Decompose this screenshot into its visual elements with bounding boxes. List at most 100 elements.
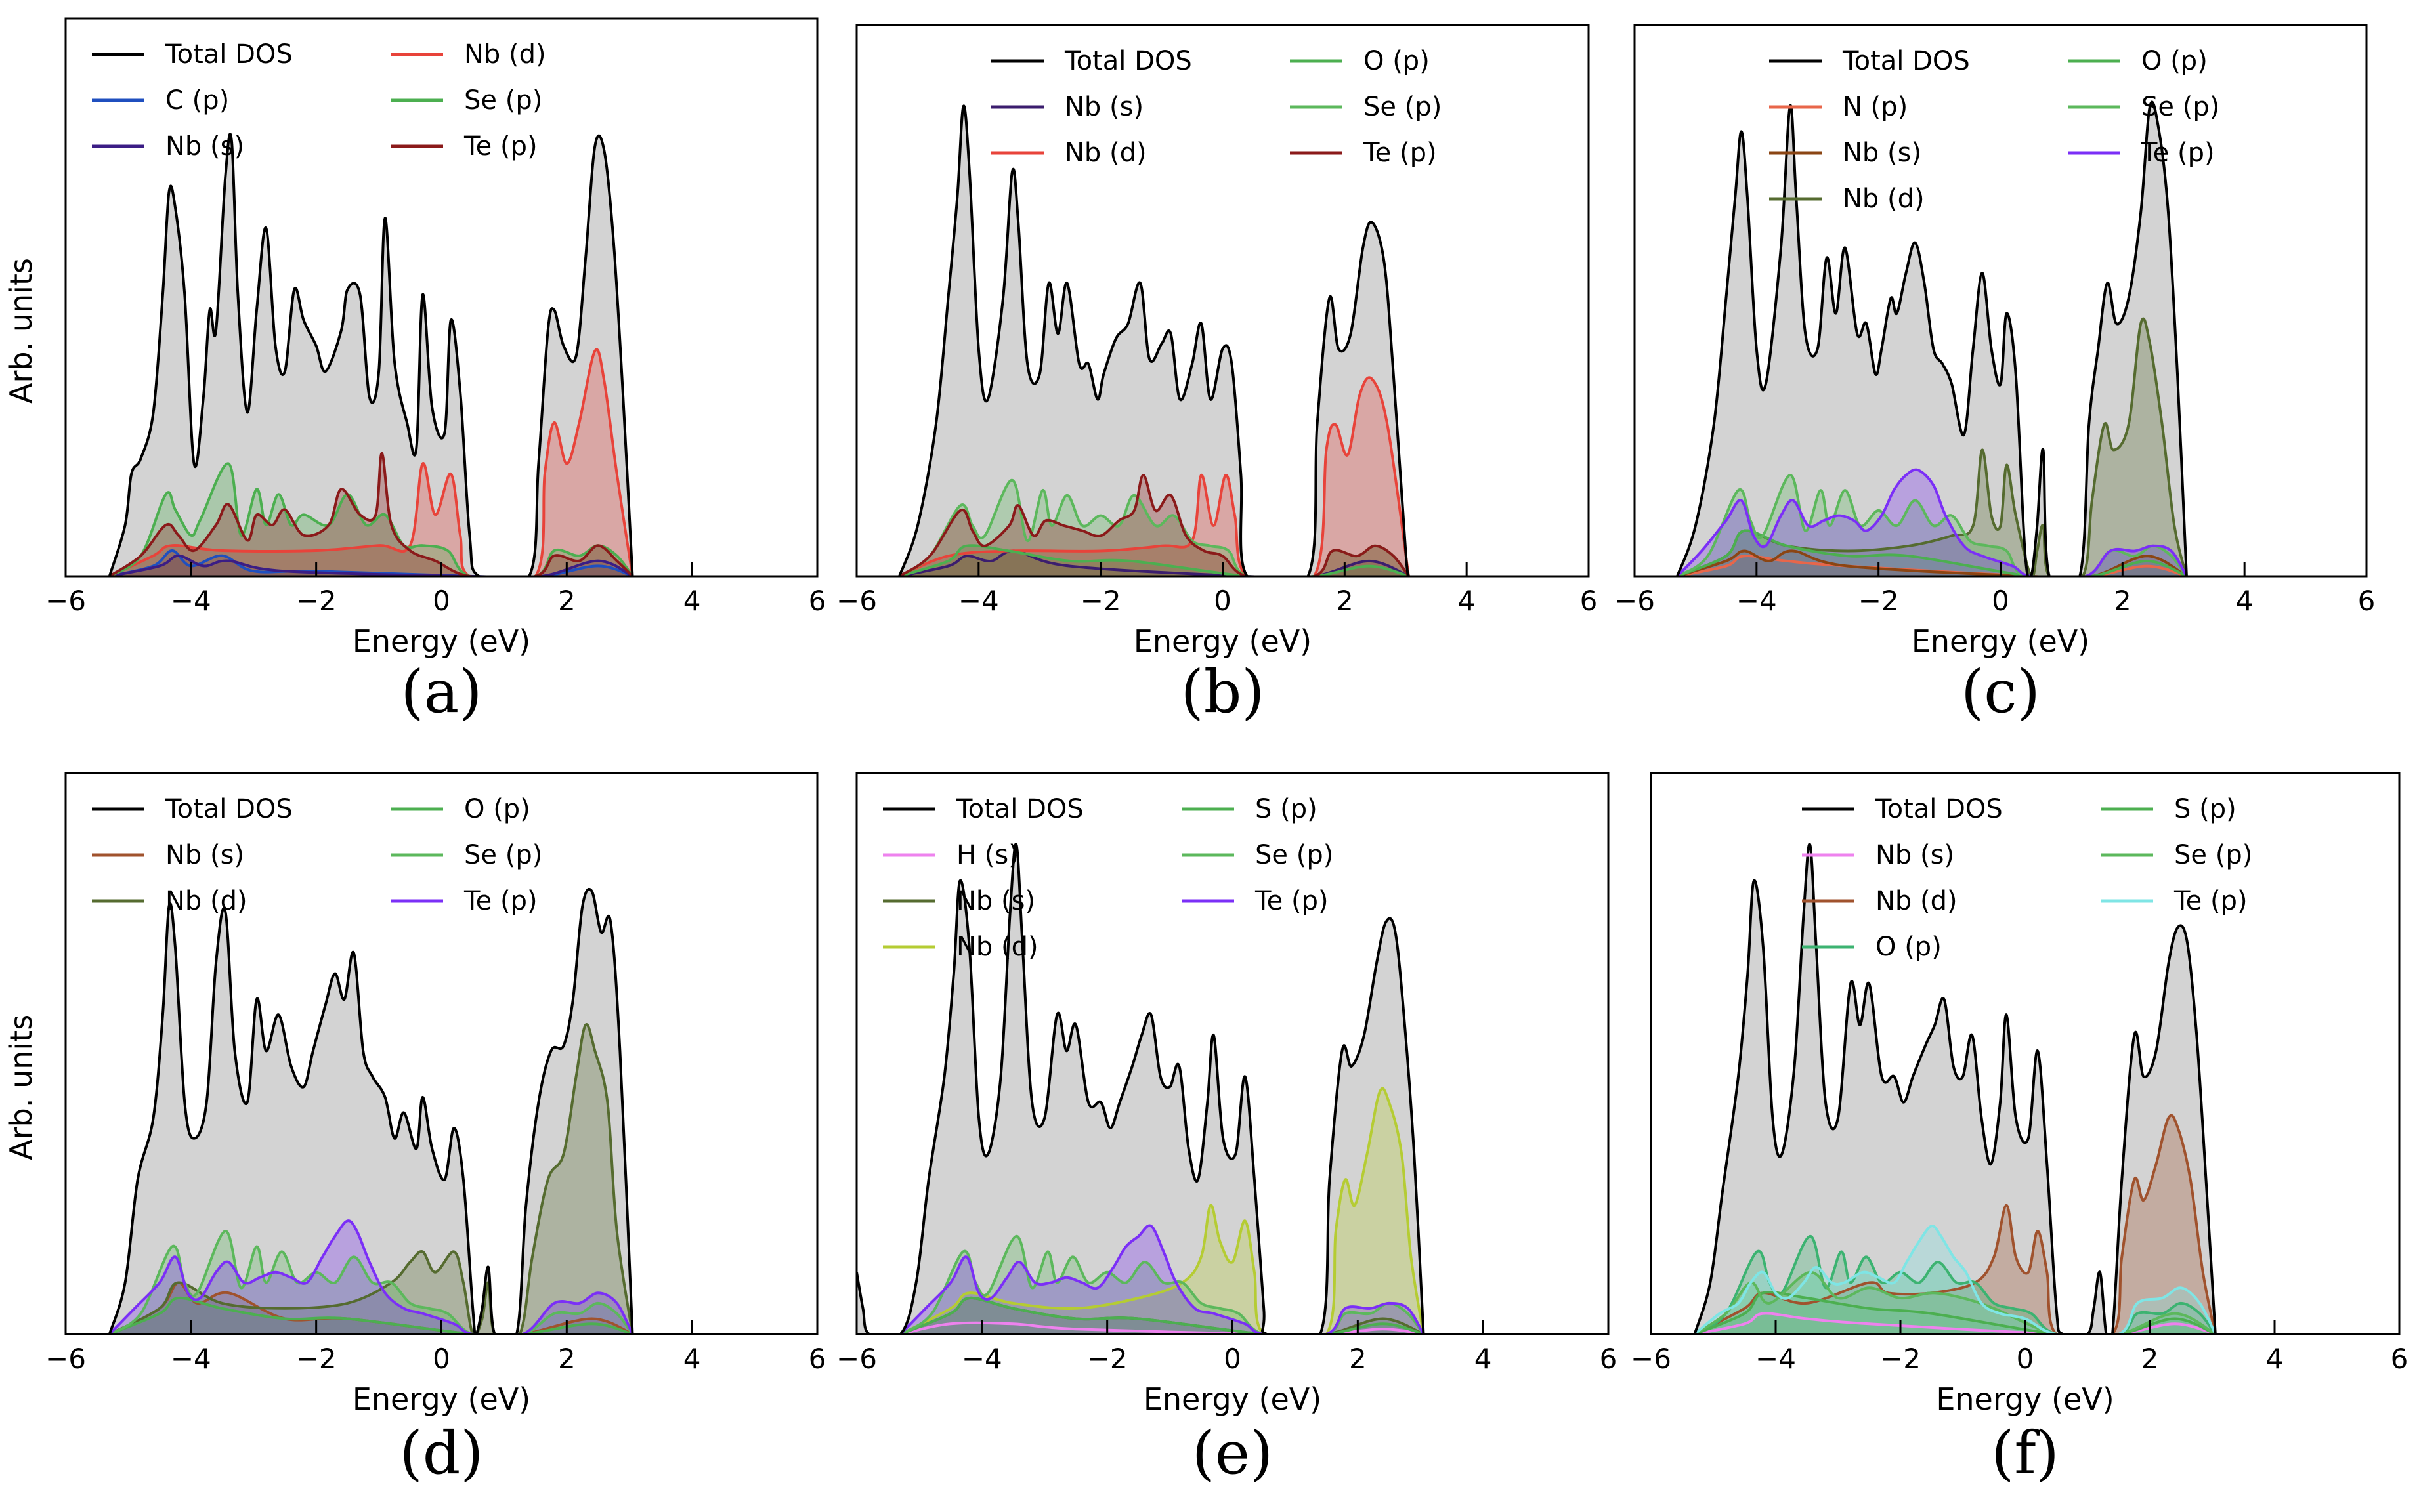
x-tick-label: −6	[836, 585, 877, 617]
legend-label: Total DOS	[1064, 46, 1192, 76]
legend-label: Nb (d)	[1843, 184, 1925, 214]
legend-label: Total DOS	[1842, 46, 1970, 76]
plot-area	[898, 104, 1410, 576]
partial-dos-line-3	[108, 1230, 634, 1334]
x-axis-label: Energy (eV)	[1912, 623, 2089, 659]
total-dos-fill	[1677, 102, 2187, 576]
partial-dos-line-5	[1694, 1225, 2217, 1334]
partial-dos-line-4	[108, 1219, 634, 1334]
partial-dos-fill-0	[109, 551, 633, 576]
legend: Total DOS Nb (s) Nb (d) O (p) Se (p) Te (p)	[92, 794, 542, 916]
partial-dos-line-4	[1694, 1270, 2216, 1334]
total-dos-line	[898, 104, 1410, 576]
x-tick-label: −2	[1087, 1343, 1128, 1375]
partial-dos-fill-3	[1694, 1292, 2216, 1334]
x-tick-label: 4	[1458, 585, 1476, 617]
partial-dos-fill-3	[899, 480, 1409, 576]
legend-label: Nb (s)	[956, 886, 1035, 916]
x-tick-label: 6	[809, 1343, 826, 1375]
x-axis-label: Energy (eV)	[1134, 623, 1312, 659]
legend-label: Se (p)	[2141, 92, 2219, 122]
partial-dos-line-3	[1677, 529, 2187, 576]
legend-label: Se (p)	[2174, 840, 2252, 870]
legend-label: H (s)	[956, 840, 1019, 870]
legend: Total DOS Nb (s) Nb (d) O (p) S (p) Se (p) Te …	[1802, 794, 2252, 962]
x-tick-label: −2	[1858, 585, 1899, 617]
partial-dos-fill-2	[899, 545, 1409, 576]
total-dos-line	[108, 888, 634, 1334]
partial-dos-line-0	[899, 549, 1409, 576]
partial-dos-line-1	[108, 1023, 634, 1334]
x-tick-label: −4	[958, 585, 999, 617]
legend-label: Nb (s)	[165, 131, 244, 161]
total-dos-line	[1693, 843, 2217, 1334]
legend-label: Nb (s)	[1875, 840, 1954, 870]
partial-dos-line-2	[108, 348, 634, 576]
legend-label: Total DOS	[1875, 794, 2003, 824]
x-tick-label: 4	[2266, 1343, 2284, 1375]
dos-panel-a: −6 −4 −2 0 2 4 6 Energy (eV) Arb. units Total DOS…	[3, 17, 826, 726]
partial-dos-fill-3	[1677, 530, 2187, 576]
x-tick-label: 6	[1580, 585, 1598, 617]
partial-dos-fill-3	[109, 463, 633, 576]
partial-dos-line-2	[899, 544, 1409, 576]
x-tick-label: 0	[2017, 1343, 2034, 1375]
x-tick-label: −4	[171, 585, 211, 617]
legend-label: Nb (d)	[1065, 138, 1147, 168]
x-tick-label: 2	[1349, 1343, 1367, 1375]
dos-panel-d: −6 −4 −2 0 2 4 6 Energy (eV) Arb. units Total DOS…	[3, 772, 826, 1488]
legend-label: S (p)	[1255, 794, 1317, 824]
panel-caption: (e)	[1192, 1419, 1274, 1488]
legend-label: Total DOS	[956, 794, 1084, 824]
partial-dos-fill-1	[109, 555, 633, 576]
x-tick-label: −6	[45, 585, 86, 617]
legend-label: Te (p)	[1254, 886, 1329, 916]
x-axis-label: Energy (eV)	[353, 623, 530, 659]
legend-label: Nb (d)	[956, 932, 1038, 962]
legend-label: O (p)	[1875, 932, 1942, 962]
total-dos-fill	[857, 844, 1424, 1334]
x-tick-label: 6	[2391, 1343, 2408, 1375]
partial-dos-line-1	[109, 554, 633, 576]
total-dos-line	[1676, 100, 2188, 576]
x-tick-label: −6	[1631, 1343, 1671, 1375]
legend-label: Te (p)	[2141, 138, 2215, 168]
x-tick-label: −6	[45, 1343, 86, 1375]
legend-label: Se (p)	[464, 85, 542, 116]
legend-label: Nb (d)	[1875, 886, 1958, 916]
legend-label: Nb (s)	[1065, 92, 1144, 122]
legend-label: Total DOS	[165, 794, 293, 824]
x-tick-label: −4	[1755, 1343, 1796, 1375]
x-tick-label: 4	[683, 1343, 701, 1375]
partial-dos-line-3	[1694, 1291, 2216, 1334]
total-dos-fill	[109, 889, 633, 1334]
legend-label: Nb (s)	[165, 840, 244, 870]
partial-dos-line-4	[108, 452, 633, 576]
x-tick-label: 2	[558, 585, 576, 617]
partial-dos-fill-0	[1677, 556, 2187, 576]
partial-dos-line-2	[899, 1087, 1425, 1334]
x-tick-label: 0	[433, 585, 450, 617]
partial-dos-line-0	[900, 1321, 1424, 1334]
partial-dos-fill-1	[1677, 551, 2187, 576]
dos-panel-e: −6 −4 −2 0 2 4 6 Energy (eV) Total DOS H (s) Nb (s…	[836, 772, 1617, 1488]
x-tick-label: 0	[1214, 585, 1231, 617]
partial-dos-line-5	[1676, 468, 2188, 576]
legend-label: O (p)	[464, 794, 530, 824]
legend-label: Se (p)	[464, 840, 542, 870]
dos-panel-f: −6 −4 −2 0 2 4 6 Energy (eV) Total DOS Nb (s) Nb (…	[1631, 772, 2408, 1488]
x-tick-label: −2	[1081, 585, 1121, 617]
legend: Total DOS H (s) Nb (s) Nb (d) S (p) Se (p) Te …	[883, 794, 1333, 962]
x-tick-label: 2	[2141, 1343, 2159, 1375]
plot-area	[108, 133, 634, 576]
x-tick-label: −2	[296, 1343, 337, 1375]
legend-label: Nb (d)	[165, 886, 247, 916]
x-tick-label: −2	[1880, 1343, 1921, 1375]
panel-caption: (d)	[400, 1419, 484, 1488]
plot-area	[108, 888, 634, 1334]
legend-label: O (p)	[1363, 46, 1430, 76]
legend-label: Se (p)	[1255, 840, 1333, 870]
dos-panel-b: −6 −4 −2 0 2 4 6 Energy (eV) Total DOS Nb (s) Nb (…	[836, 24, 1598, 726]
legend: Total DOS C (p) Nb (s) Nb (d) Se (p) Te (p)	[92, 39, 546, 161]
